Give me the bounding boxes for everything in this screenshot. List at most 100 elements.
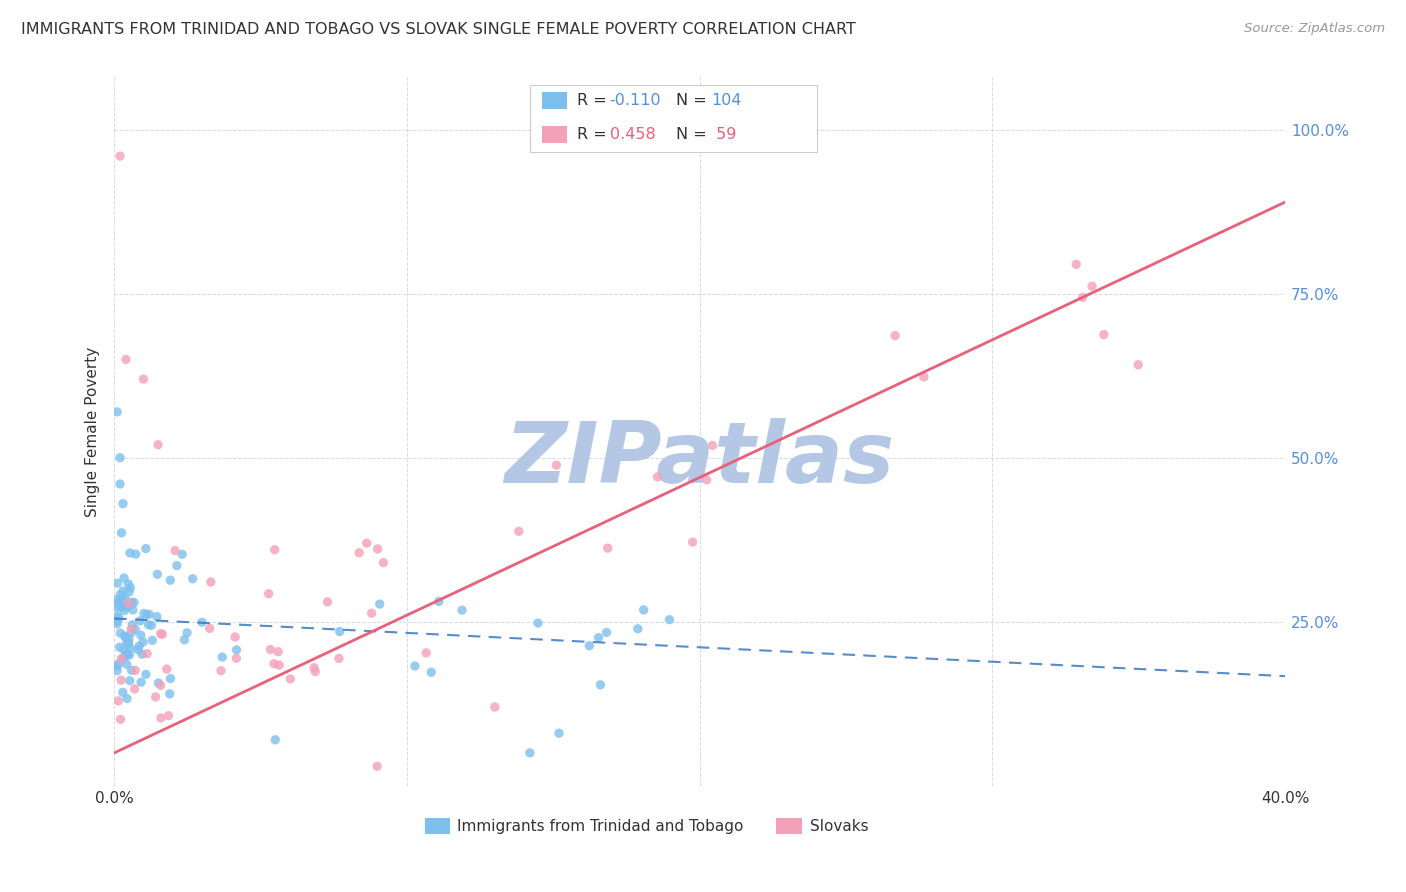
Point bbox=[156, 662, 179, 676]
Point bbox=[136, 647, 159, 661]
Point bbox=[115, 635, 138, 649]
Point bbox=[125, 547, 148, 561]
Point bbox=[111, 497, 134, 511]
Text: 104: 104 bbox=[711, 94, 742, 108]
Point bbox=[420, 665, 443, 680]
Point bbox=[415, 646, 437, 660]
Point bbox=[508, 524, 530, 539]
Point bbox=[682, 535, 704, 549]
Point bbox=[146, 438, 169, 452]
Point bbox=[589, 678, 612, 692]
Point bbox=[121, 625, 143, 640]
Point bbox=[112, 571, 135, 585]
Point bbox=[105, 608, 128, 623]
Text: ZIPatlas: ZIPatlas bbox=[505, 418, 894, 501]
Bar bbox=[425, 818, 450, 834]
Point bbox=[176, 625, 198, 640]
Point bbox=[149, 711, 172, 725]
Point bbox=[124, 664, 146, 678]
Point bbox=[118, 648, 141, 662]
Point bbox=[135, 667, 157, 681]
Point bbox=[107, 576, 129, 591]
Point bbox=[912, 370, 935, 384]
Text: Source: ZipAtlas.com: Source: ZipAtlas.com bbox=[1244, 22, 1385, 36]
Point bbox=[115, 600, 138, 615]
Point bbox=[120, 622, 142, 636]
Point bbox=[427, 594, 450, 608]
Point bbox=[329, 624, 352, 639]
Point bbox=[115, 657, 138, 672]
Point bbox=[118, 599, 141, 613]
Point bbox=[111, 651, 134, 665]
Point bbox=[224, 630, 246, 644]
Point bbox=[117, 647, 139, 661]
Point bbox=[114, 630, 136, 644]
Point bbox=[181, 572, 204, 586]
Text: R =: R = bbox=[576, 128, 612, 143]
Point bbox=[373, 556, 395, 570]
Point bbox=[108, 450, 131, 465]
Point bbox=[121, 595, 143, 609]
Point bbox=[546, 458, 568, 472]
Point bbox=[110, 651, 132, 665]
Point bbox=[1071, 290, 1094, 304]
Point bbox=[259, 642, 281, 657]
Point bbox=[209, 664, 232, 678]
Text: N =: N = bbox=[676, 128, 713, 143]
Point bbox=[280, 672, 302, 686]
Point bbox=[596, 541, 619, 556]
Point bbox=[200, 574, 222, 589]
Point bbox=[157, 708, 180, 723]
Point bbox=[149, 626, 172, 640]
Point bbox=[115, 691, 138, 706]
Point bbox=[347, 546, 370, 560]
Point bbox=[121, 663, 143, 677]
Point bbox=[114, 629, 136, 643]
Point bbox=[138, 607, 160, 622]
Point bbox=[328, 651, 350, 665]
Point bbox=[257, 587, 280, 601]
Text: 59: 59 bbox=[711, 128, 737, 143]
Bar bbox=[776, 818, 801, 834]
Text: Slovaks: Slovaks bbox=[810, 819, 869, 833]
Point bbox=[159, 687, 181, 701]
Point bbox=[141, 618, 163, 632]
Point bbox=[128, 639, 150, 653]
Point bbox=[110, 626, 132, 640]
Point bbox=[1092, 327, 1115, 342]
Point bbox=[108, 611, 131, 625]
Point bbox=[146, 609, 169, 624]
Point bbox=[145, 690, 167, 704]
Point bbox=[519, 746, 541, 760]
Point bbox=[117, 596, 139, 610]
Point bbox=[146, 567, 169, 582]
Point bbox=[118, 585, 141, 599]
Point bbox=[107, 592, 129, 607]
Point bbox=[578, 639, 600, 653]
Text: R =: R = bbox=[576, 94, 612, 108]
Point bbox=[114, 590, 136, 604]
Point bbox=[105, 405, 128, 419]
Point bbox=[150, 627, 173, 641]
Point bbox=[110, 712, 132, 726]
Point bbox=[527, 615, 550, 630]
Point bbox=[884, 328, 907, 343]
Point bbox=[159, 573, 181, 587]
Point bbox=[360, 606, 382, 620]
Point bbox=[141, 633, 163, 648]
Point bbox=[111, 584, 134, 599]
Point bbox=[267, 645, 290, 659]
Point bbox=[163, 543, 186, 558]
Point bbox=[702, 438, 724, 452]
Point bbox=[108, 596, 131, 610]
Point bbox=[115, 647, 138, 661]
Point bbox=[124, 623, 146, 637]
Point bbox=[269, 658, 291, 673]
Point bbox=[105, 600, 128, 615]
Bar bbox=[541, 127, 568, 144]
Point bbox=[225, 643, 247, 657]
Point bbox=[304, 665, 326, 679]
Point bbox=[211, 650, 233, 665]
Point bbox=[105, 659, 128, 673]
Point bbox=[111, 685, 134, 699]
